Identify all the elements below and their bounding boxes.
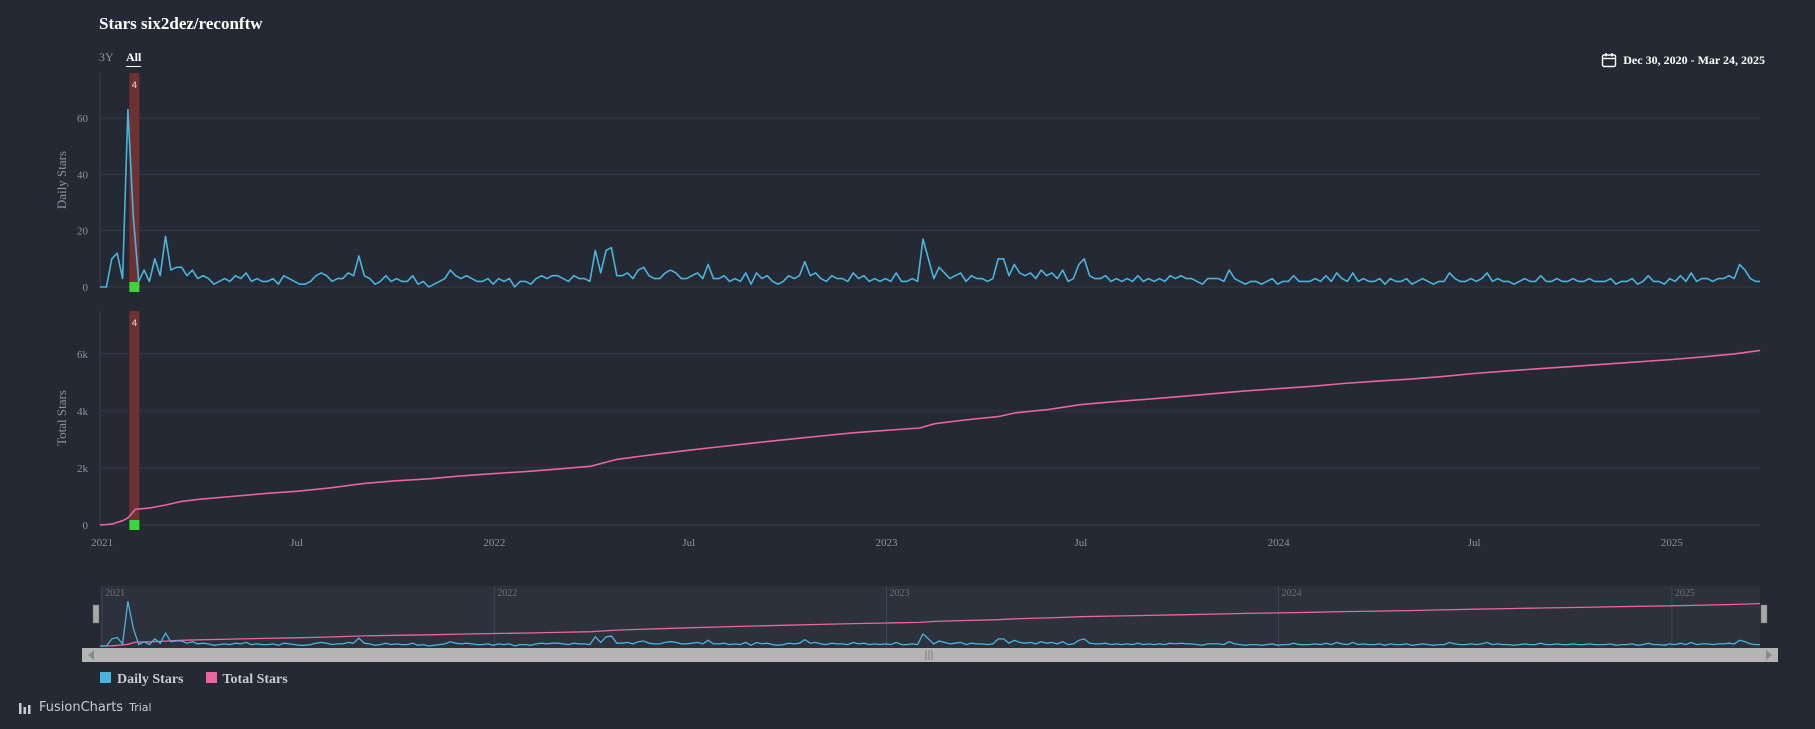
daily-stars-axis-title: Daily Stars — [54, 151, 69, 209]
legend-swatch-total — [205, 672, 217, 683]
x-tick-label: 2023 — [875, 537, 898, 549]
legend: Daily Stars Total Stars — [100, 672, 288, 688]
navigator-window — [100, 586, 1760, 648]
daily-stars-event-label: 4 — [132, 80, 137, 90]
date-range-picker[interactable]: Dec 30, 2020 - Mar 24, 2025 — [1601, 52, 1765, 68]
navigator-tick-label: 2021 — [105, 588, 125, 599]
x-tick-label: Jul — [1468, 537, 1481, 549]
calendar-icon — [1602, 53, 1617, 68]
x-tick-label: Jul — [682, 537, 695, 549]
range-button-3y[interactable]: 3Y — [99, 50, 114, 64]
scroll-grip-icon — [925, 650, 933, 660]
date-range-label: Dec 30, 2020 - Mar 24, 2025 — [1623, 52, 1765, 67]
total-stars-series-line — [99, 349, 1761, 526]
total-stars-event-band — [129, 311, 140, 525]
daily-stars-series-line — [100, 108, 1760, 288]
x-tick-label: 2024 — [1268, 537, 1291, 549]
range-button-all[interactable]: All — [126, 50, 142, 67]
daily-stars-ytick-label: 0 — [83, 282, 89, 294]
navigator[interactable]: 2021 2022 2023 2024 2025 — [82, 586, 1778, 662]
legend-label-daily: Daily Stars — [117, 672, 184, 687]
total-stars-axis-title: Total Stars — [54, 390, 69, 446]
navigator-scrollbar — [82, 648, 1778, 662]
x-tick-label: 2022 — [483, 537, 505, 549]
credit-brand: FusionCharts — [39, 700, 124, 715]
navigator-tick-label: 2024 — [1282, 588, 1302, 599]
navigator-right-handle — [1760, 604, 1768, 624]
fusioncharts-credit[interactable]: FusionCharts Trial — [18, 700, 152, 715]
x-tick-label: 2021 — [91, 537, 113, 549]
total-stars-event-marker — [129, 520, 140, 530]
total-stars-ytick-label: 4k — [77, 406, 89, 418]
total-stars-ytick-label: 6k — [77, 349, 89, 361]
daily-stars-event-marker — [129, 282, 140, 292]
navigator-tick-label: 2023 — [889, 588, 909, 599]
navigator-tick-label: 2025 — [1675, 588, 1695, 599]
x-tick-label: Jul — [290, 537, 303, 549]
scroll-left-arrow-icon — [88, 650, 94, 660]
navigator-tick-label: 2022 — [497, 588, 517, 599]
credit-suffix: Trial — [129, 701, 152, 714]
total-stars-event-label: 4 — [132, 318, 137, 328]
x-tick-label: 2025 — [1661, 537, 1684, 549]
legend-swatch-daily — [100, 672, 111, 683]
daily-stars-ytick-label: 40 — [77, 169, 89, 181]
total-stars-ytick-label: 2k — [77, 463, 89, 475]
navigator-left-handle — [92, 604, 100, 624]
daily-stars-ytick-label: 60 — [77, 113, 89, 125]
daily-stars-event-band — [129, 73, 140, 287]
fusioncharts-logo-icon — [19, 702, 31, 714]
navigator-daily-line — [100, 601, 1760, 647]
daily-stars-ytick-label: 20 — [77, 226, 89, 238]
total-stars-ytick-label: 0 — [83, 520, 89, 532]
legend-label-total: Total Stars — [222, 672, 288, 687]
legend-item-daily-stars[interactable]: Daily Stars — [100, 672, 184, 688]
x-tick-label: Jul — [1075, 537, 1088, 549]
legend-item-total-stars[interactable]: Total Stars — [205, 672, 288, 688]
navigator-total-line — [99, 602, 1761, 647]
chart-title: Stars six2dez/reconftw — [99, 14, 263, 33]
scroll-right-arrow-icon — [1766, 650, 1772, 660]
